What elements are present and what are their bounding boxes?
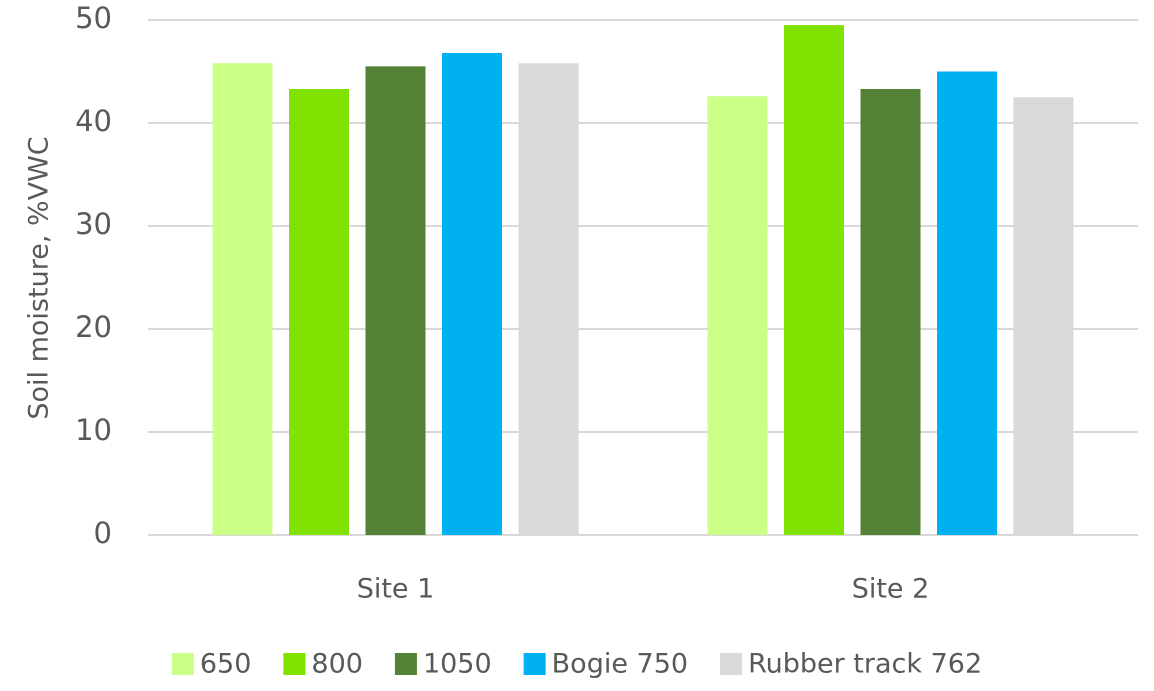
bar <box>289 89 349 535</box>
bar <box>1013 97 1074 535</box>
legend-label: 650 <box>200 649 252 680</box>
bar <box>365 66 426 535</box>
bar <box>707 96 768 535</box>
y-axis-label: Soil moisture, %VWC <box>24 136 55 419</box>
legend-swatch <box>394 653 417 675</box>
x-tick-label: Site 1 <box>357 574 435 605</box>
bar <box>442 52 502 536</box>
bar <box>518 63 579 535</box>
legend-label: 1050 <box>423 649 492 680</box>
legend-swatch <box>283 653 306 675</box>
legend-swatch <box>171 653 194 675</box>
legend-label: Bogie 750 <box>552 649 688 680</box>
bar <box>784 25 844 536</box>
bar <box>937 71 997 535</box>
legend-label: Rubber track 762 <box>748 649 982 680</box>
y-tick-label: 30 <box>75 207 112 241</box>
y-tick-label: 20 <box>75 310 112 344</box>
y-tick-label: 10 <box>75 413 112 447</box>
x-tick-label: Site 2 <box>852 574 930 605</box>
legend-label: 800 <box>311 649 363 680</box>
y-tick-label: 0 <box>94 516 112 550</box>
legend-swatch <box>720 653 743 675</box>
bar <box>212 63 273 535</box>
legend-swatch <box>523 653 546 675</box>
bar <box>860 89 921 535</box>
y-tick-label: 40 <box>75 104 112 138</box>
y-tick-label: 50 <box>75 1 112 35</box>
